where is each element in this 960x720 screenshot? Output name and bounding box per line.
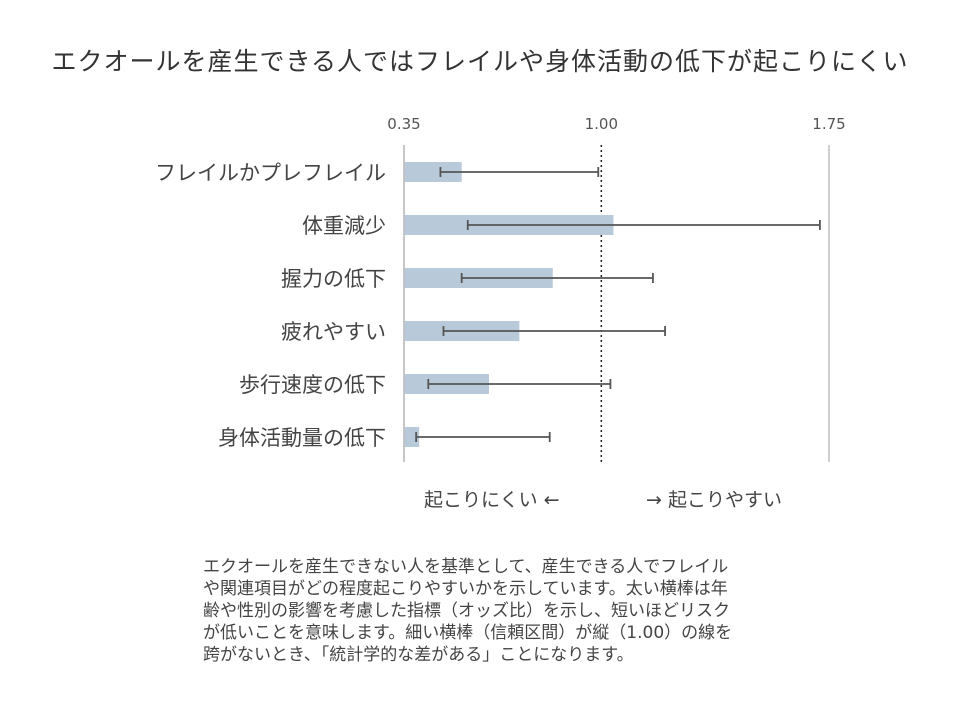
note-line: が低いことを意味します。細い横棒（信頼区間）が縦（1.00）の線を [203,623,733,643]
category-label: 体重減少 [302,214,386,238]
category-label: 身体活動量の低下 [218,426,386,450]
category-label: 疲れやすい [281,320,386,344]
x-tick-label: 1.75 [812,115,845,133]
explanation-note: エクオールを産生できない人を基準として、産生できる人でフレイル や関連項目がどの… [203,556,843,666]
left-caption: 起こりにくい ← [424,489,560,511]
forest-bar-chart: 0.35 1.00 1.75 フレイルかプレフレイル体重減少握力の低下疲れやすい歩行速… [155,115,846,511]
category-label: 歩行速度の低下 [239,373,386,397]
note-line: エクオールを産生できない人を基準として、産生できる人でフレイル [203,557,729,577]
chart-title: エクオールを産生できる人ではフレイルや身体活動の低下が起こりにくい [51,47,909,76]
bar [404,162,462,182]
note-line: や関連項目がどの程度起こりやすいかを示しています。太い横棒は年 [203,579,728,599]
x-tick-label: 1.00 [585,115,618,133]
note-line: 跨がないとき、「統計学的な差がある」ことになります。 [203,645,634,665]
right-caption: → 起こりやすい [646,489,782,511]
x-tick-label: 0.35 [387,115,420,133]
category-label: 握力の低下 [281,267,386,291]
category-label: フレイルかプレフレイル [155,161,386,185]
note-line: 齢や性別の影響を考慮した指標（オッズ比）を示し、短いほどリスク [203,601,730,621]
